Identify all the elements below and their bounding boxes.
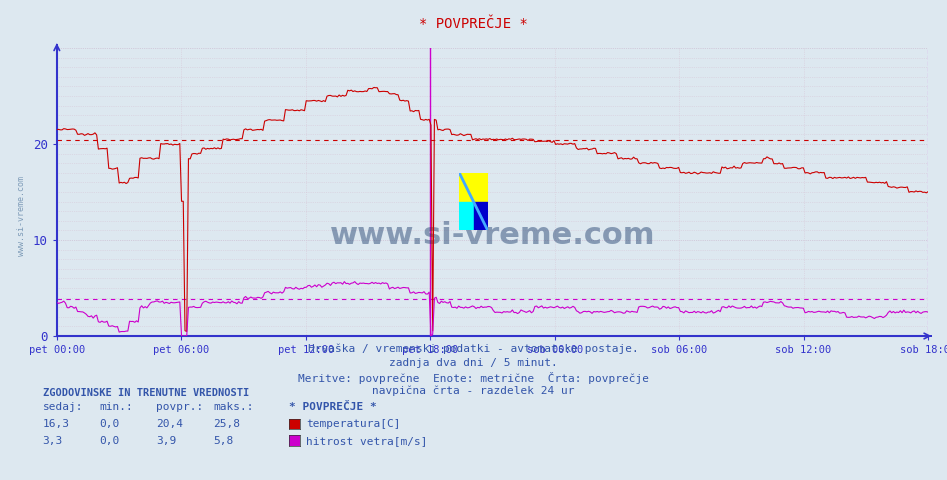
Text: * POVPREČJE *: * POVPREČJE * bbox=[289, 402, 377, 412]
Text: 3,9: 3,9 bbox=[156, 436, 176, 446]
Text: temperatura[C]: temperatura[C] bbox=[306, 419, 401, 429]
Text: ZGODOVINSKE IN TRENUTNE VREDNOSTI: ZGODOVINSKE IN TRENUTNE VREDNOSTI bbox=[43, 388, 249, 398]
Text: min.:: min.: bbox=[99, 402, 134, 412]
Bar bbox=[474, 202, 488, 230]
Text: 0,0: 0,0 bbox=[99, 419, 119, 429]
Text: maks.:: maks.: bbox=[213, 402, 254, 412]
Text: www.si-vreme.com: www.si-vreme.com bbox=[17, 176, 27, 256]
Text: 5,8: 5,8 bbox=[213, 436, 233, 446]
Text: 25,8: 25,8 bbox=[213, 419, 241, 429]
Text: sedaj:: sedaj: bbox=[43, 402, 83, 412]
Text: hitrost vetra[m/s]: hitrost vetra[m/s] bbox=[306, 436, 427, 446]
Text: povpr.:: povpr.: bbox=[156, 402, 204, 412]
Text: * POVPREČJE *: * POVPREČJE * bbox=[420, 17, 527, 31]
Text: 16,3: 16,3 bbox=[43, 419, 70, 429]
Text: Meritve: povprečne  Enote: metrične  Črta: povprečje: Meritve: povprečne Enote: metrične Črta:… bbox=[298, 372, 649, 384]
Bar bbox=[459, 202, 474, 230]
Text: 0,0: 0,0 bbox=[99, 436, 119, 446]
Text: 20,4: 20,4 bbox=[156, 419, 184, 429]
Text: zadnja dva dni / 5 minut.: zadnja dva dni / 5 minut. bbox=[389, 358, 558, 368]
Text: www.si-vreme.com: www.si-vreme.com bbox=[330, 221, 655, 250]
Text: 3,3: 3,3 bbox=[43, 436, 63, 446]
Text: Hrvaška / vremenski podatki - avtomatske postaje.: Hrvaška / vremenski podatki - avtomatske… bbox=[308, 343, 639, 354]
Bar bbox=[459, 173, 488, 202]
Text: navpična črta - razdelek 24 ur: navpična črta - razdelek 24 ur bbox=[372, 385, 575, 396]
